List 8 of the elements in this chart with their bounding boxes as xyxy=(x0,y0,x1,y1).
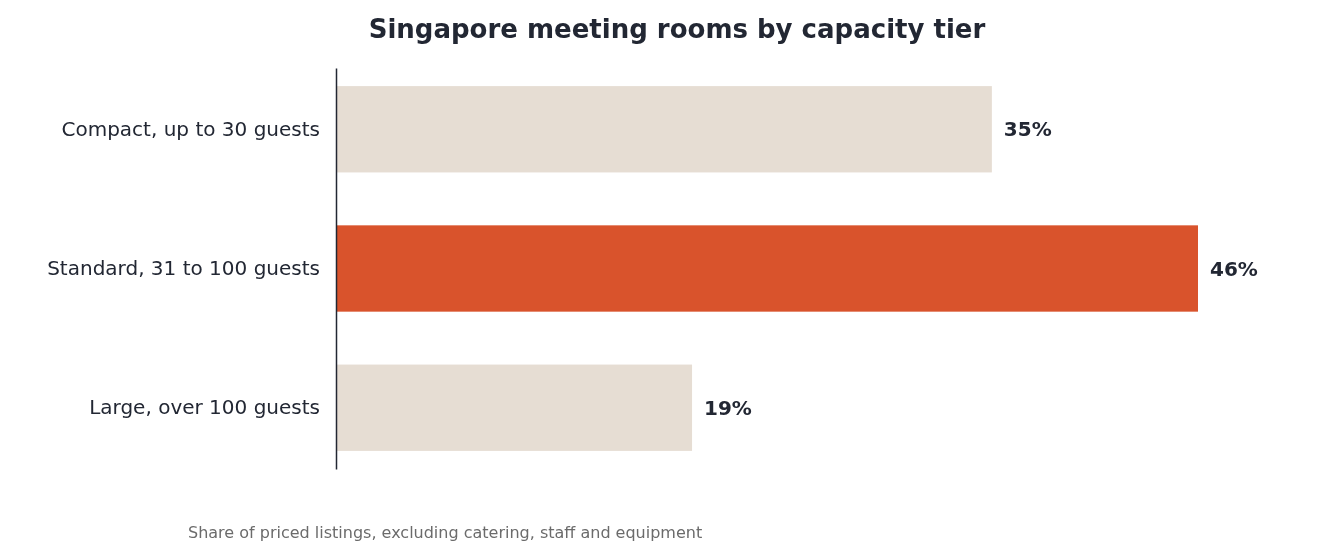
data-label: 35% xyxy=(1003,117,1052,142)
y-tick-label: Large, over 100 guests xyxy=(89,395,320,420)
data-label: 19% xyxy=(704,395,752,420)
y-tick-label: Standard, 31 to 100 guests xyxy=(47,255,320,280)
text: Share of priced listings, excluding catering, staff and equipment xyxy=(188,523,703,542)
chart-title: Singapore meeting rooms by capacity tier xyxy=(368,14,986,44)
data-label: 46% xyxy=(1210,256,1258,281)
y-tick-label: Compact, up to 30 guests xyxy=(61,116,320,141)
